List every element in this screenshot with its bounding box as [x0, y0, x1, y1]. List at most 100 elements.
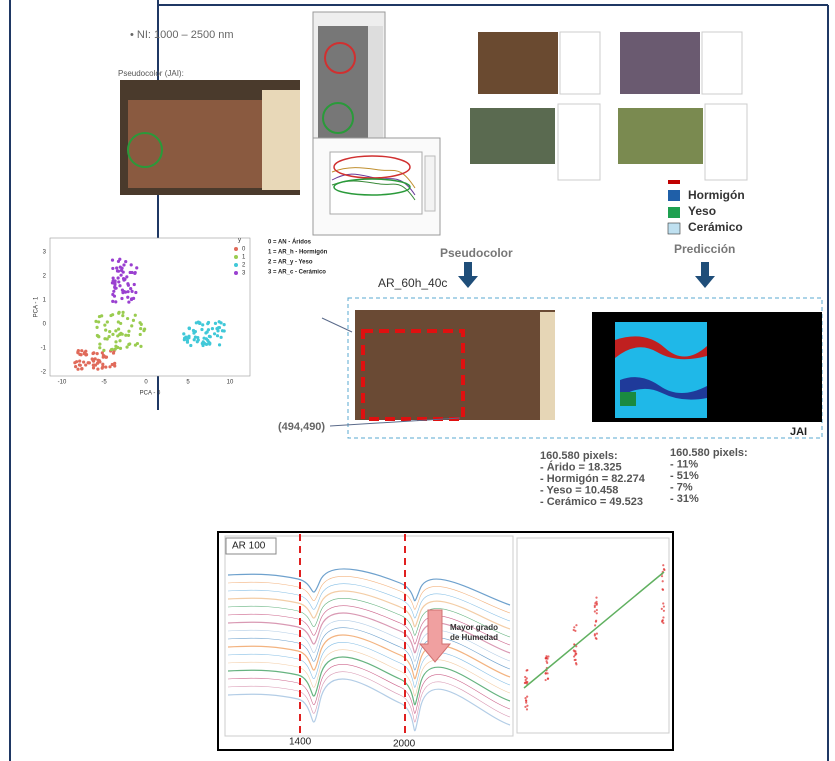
- point: [202, 337, 205, 340]
- legend-marker: [234, 255, 238, 259]
- point: [526, 677, 528, 679]
- point: [97, 320, 100, 323]
- point: [129, 271, 132, 274]
- note: Mayor grado: [450, 623, 498, 632]
- point: [545, 660, 547, 662]
- legend-marker: [234, 271, 238, 275]
- point: [186, 341, 189, 344]
- point: [102, 349, 105, 352]
- image-content: [128, 100, 268, 188]
- point: [78, 359, 81, 362]
- point: [204, 331, 207, 334]
- point: [111, 259, 114, 262]
- point: [207, 328, 210, 331]
- camera-label: JAI: [790, 426, 807, 438]
- point: [206, 322, 209, 325]
- point: [111, 363, 114, 366]
- point: [78, 353, 81, 356]
- legend-marker: [234, 263, 238, 267]
- point: [192, 331, 195, 334]
- point: [98, 346, 101, 349]
- point: [103, 355, 106, 358]
- point: [80, 349, 83, 352]
- point: [117, 270, 120, 273]
- point: [74, 365, 77, 368]
- caption: Pseudocolor (JAI):: [118, 69, 184, 78]
- point: [130, 263, 133, 266]
- point: [142, 329, 145, 332]
- legend-swatch: [668, 190, 680, 201]
- point: [130, 324, 133, 327]
- thumbnail: [470, 108, 555, 164]
- thumbnail: [705, 104, 747, 180]
- thumbnail: [620, 32, 700, 94]
- point: [662, 602, 664, 604]
- point: [127, 284, 130, 287]
- point: [574, 659, 576, 661]
- point: [109, 314, 112, 317]
- point: [596, 612, 598, 614]
- point: [111, 267, 114, 270]
- point: [84, 363, 87, 366]
- point: [193, 338, 196, 341]
- class-label: 1 = AR_h - Hormigón: [268, 250, 328, 256]
- point: [594, 633, 596, 635]
- point: [546, 658, 548, 660]
- point: [595, 620, 597, 622]
- point: [524, 697, 526, 699]
- point: [98, 359, 101, 362]
- point: [77, 349, 80, 352]
- point: [524, 706, 526, 708]
- y-tick-label: -2: [41, 370, 47, 376]
- point: [218, 343, 221, 346]
- point: [661, 608, 663, 610]
- point: [594, 624, 596, 626]
- point: [575, 624, 577, 626]
- class-label: 3 = AR_c - Cerámico: [268, 270, 326, 276]
- point: [119, 322, 122, 325]
- point: [119, 274, 122, 277]
- point: [126, 296, 129, 299]
- point: [103, 324, 106, 327]
- point: [216, 334, 219, 337]
- point: [526, 705, 528, 707]
- percent-line: 160.580 pixels:: [670, 447, 748, 459]
- point: [132, 319, 135, 322]
- note: de Humedad: [450, 633, 498, 642]
- point: [114, 329, 117, 332]
- point: [87, 361, 90, 364]
- point: [220, 336, 223, 339]
- point: [106, 320, 109, 323]
- point: [545, 655, 547, 657]
- point: [223, 329, 226, 332]
- point: [139, 327, 142, 330]
- point: [662, 616, 664, 618]
- y-axis-label: PCA - 1: [34, 296, 40, 317]
- bullet: • NI: 1000 – 2500 nm: [130, 29, 234, 41]
- heading: Predicción: [674, 242, 735, 256]
- x-axis-label: PCA - 0: [140, 391, 161, 397]
- point: [108, 365, 111, 368]
- point: [83, 352, 86, 355]
- point: [136, 342, 139, 345]
- point: [82, 360, 85, 363]
- point: [596, 609, 598, 611]
- point: [663, 568, 665, 570]
- point: [96, 352, 99, 355]
- point: [92, 351, 95, 354]
- point: [662, 622, 664, 624]
- class-label: 2 = AR_y - Yeso: [268, 260, 313, 266]
- legend-label: Yeso: [688, 204, 716, 218]
- point: [138, 321, 141, 324]
- point: [196, 340, 199, 343]
- sample-label: AR_60h_40c: [378, 276, 447, 290]
- point: [113, 279, 116, 282]
- point: [96, 334, 99, 337]
- point: [122, 271, 125, 274]
- point: [79, 364, 82, 367]
- point: [119, 347, 122, 350]
- point: [663, 610, 665, 612]
- point: [139, 333, 142, 336]
- point: [127, 300, 130, 303]
- point: [125, 345, 128, 348]
